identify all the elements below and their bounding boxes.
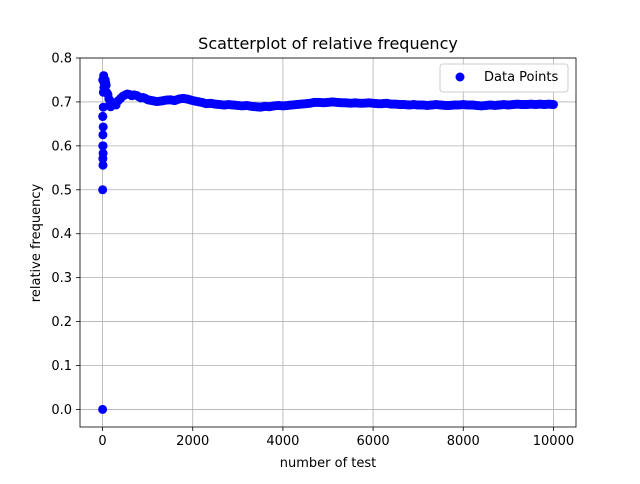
y-axis-label: relative frequency [29,184,44,303]
data-point [98,148,108,158]
y-tick-label: 0.1 [51,359,72,374]
x-tick-label: 10000 [533,434,574,449]
x-tick-label: 4000 [266,434,299,449]
x-tick-label: 6000 [357,434,390,449]
y-tick-label: 0.5 [51,183,72,198]
x-tick-label: 8000 [447,434,480,449]
chart-title: Scatterplot of relative frequency [198,34,458,53]
data-point [98,130,108,140]
y-tick-label: 0.7 [51,95,72,110]
data-point [98,160,108,170]
y-tick-label: 0.2 [51,315,72,330]
x-tick-label: 2000 [176,434,209,449]
data-points [98,71,558,414]
legend-label: Data Points [484,70,558,85]
legend-box [439,63,569,93]
data-point [98,404,108,414]
data-point [98,122,108,132]
data-point [98,111,108,121]
x-axis-label: number of test [280,456,377,471]
y-axis: 0.0 0.1 0.2 0.3 0.4 0.5 0.6 0.7 0.8 [51,52,80,418]
data-point [101,80,111,90]
y-tick-label: 0.0 [51,403,72,418]
legend-marker [455,72,465,82]
plot-frame [79,57,577,428]
x-axis: 0 2000 4000 6000 8000 10000 [98,427,574,449]
y-tick-label: 0.4 [51,227,72,242]
data-point [98,141,108,151]
y-tick-label: 0.8 [51,52,72,67]
data-point [548,100,558,110]
x-tick-label: 0 [98,434,106,449]
y-tick-label: 0.6 [51,139,72,154]
legend: Data Points [439,63,569,93]
y-tick-label: 0.3 [51,271,72,286]
data-point [98,185,108,195]
